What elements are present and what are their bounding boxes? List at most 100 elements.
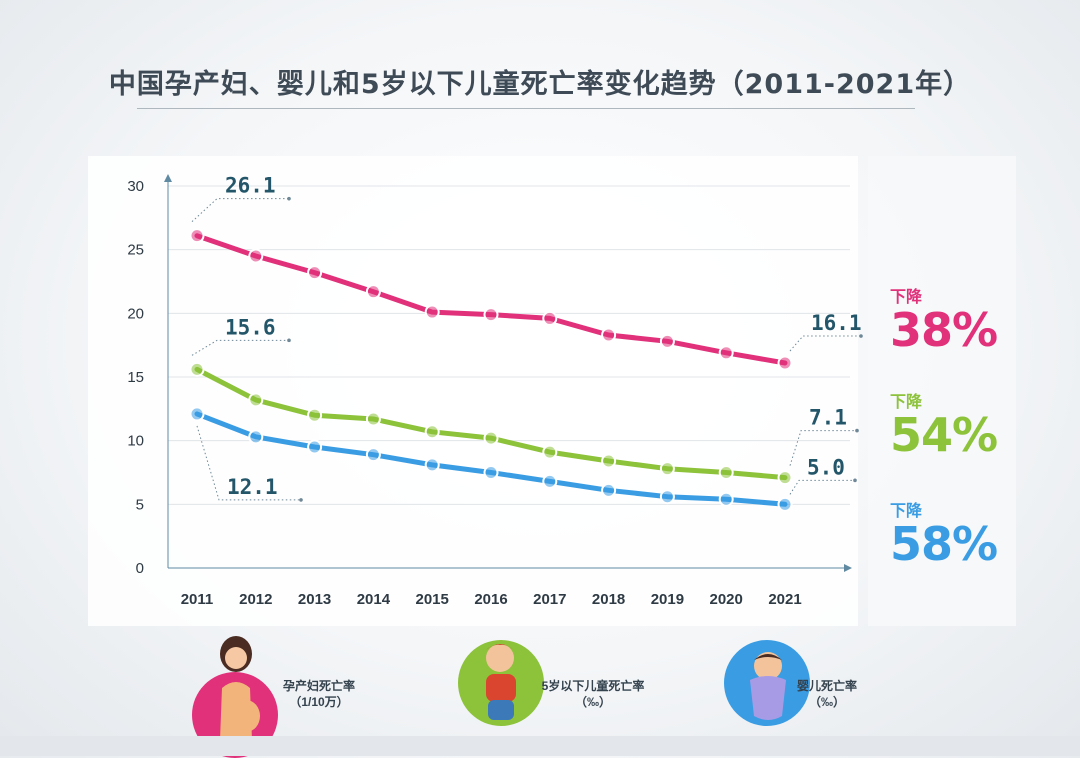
- legend-text: 婴儿死亡率 （‰）: [784, 678, 870, 710]
- legend-label: 5岁以下儿童死亡率: [541, 679, 645, 693]
- x-tick-label: 2014: [357, 591, 391, 608]
- label-leader: [789, 479, 855, 495]
- label-leader: [789, 335, 861, 352]
- legend-text: 孕产妇死亡率 （1/10万）: [266, 678, 372, 710]
- data-point: [307, 407, 323, 423]
- data-label: 5.0: [807, 455, 845, 479]
- x-tick-label: 2013: [298, 591, 331, 608]
- decline-label: 下降: [890, 287, 923, 306]
- label-leader-end: [859, 334, 863, 338]
- x-tick-label: 2021: [768, 591, 801, 608]
- data-point: [365, 411, 381, 427]
- data-point: [659, 333, 675, 349]
- decline-under5: 下降 54%: [890, 388, 998, 462]
- pregnant-woman-icon: [220, 636, 260, 744]
- legend-unit: （‰）: [574, 695, 611, 709]
- label-leader: [789, 430, 857, 466]
- data-point: [601, 327, 617, 343]
- data-point: [365, 284, 381, 300]
- decline-label: 下降: [890, 501, 923, 520]
- series-under5: [189, 361, 793, 486]
- data-label: 16.1: [811, 311, 862, 335]
- series-line: [194, 366, 788, 481]
- y-tick-label: 10: [127, 433, 144, 450]
- x-axis-arrow: [844, 564, 852, 572]
- label-leader: [191, 198, 289, 223]
- data-label: 15.6: [225, 315, 276, 339]
- data-point: [424, 457, 440, 473]
- data-label: 26.1: [225, 174, 276, 198]
- data-point: [777, 496, 793, 512]
- y-tick-label: 0: [136, 560, 144, 577]
- data-point: [483, 430, 499, 446]
- series-maternal: [189, 228, 793, 371]
- x-tick-label: 2015: [416, 591, 449, 608]
- data-point: [189, 228, 205, 244]
- data-point: [307, 265, 323, 281]
- data-point: [189, 361, 205, 377]
- data-point: [777, 355, 793, 371]
- x-tick-label: 2016: [474, 591, 507, 608]
- legend-label: 婴儿死亡率: [796, 679, 857, 693]
- series-line: [194, 411, 788, 507]
- legend-label: 孕产妇死亡率: [282, 679, 355, 693]
- legend-unit: （‰）: [808, 695, 845, 709]
- legend-under5: 5岁以下儿童死亡率 （‰）: [458, 632, 654, 728]
- x-tick-label: 2019: [651, 591, 684, 608]
- child-icon: [486, 644, 516, 720]
- y-axis-arrow: [164, 174, 172, 182]
- data-point: [542, 310, 558, 326]
- data-point: [601, 482, 617, 498]
- x-tick-label: 2018: [592, 591, 625, 608]
- data-point: [248, 429, 264, 445]
- label-leader-end: [287, 338, 291, 343]
- decline-maternal: 下降 38%: [890, 283, 998, 357]
- data-point: [718, 345, 734, 361]
- y-tick-label: 5: [136, 496, 144, 513]
- data-point: [718, 491, 734, 507]
- data-point: [424, 424, 440, 440]
- y-tick-label: 20: [127, 305, 144, 322]
- label-leader-end: [299, 498, 303, 502]
- data-point: [365, 447, 381, 463]
- label-leader: [191, 339, 289, 356]
- data-point: [424, 304, 440, 320]
- decline-percent: 58%: [890, 517, 998, 571]
- y-tick-label: 25: [127, 242, 144, 259]
- label-leader: [196, 425, 301, 501]
- data-point: [248, 392, 264, 408]
- data-point: [542, 444, 558, 460]
- chart-title: 中国孕产妇、婴儿和5岁以下儿童死亡率变化趋势（2011-2021年）: [108, 69, 972, 100]
- data-point: [777, 470, 793, 486]
- legend-maternal: 孕产妇死亡率 （1/10万）: [192, 632, 372, 758]
- data-point: [483, 465, 499, 480]
- label-leader-end: [855, 428, 859, 433]
- label-leader-end: [853, 478, 857, 483]
- x-tick-label: 2011: [181, 591, 214, 608]
- legend-text: 5岁以下儿童死亡率 （‰）: [532, 678, 654, 710]
- series-infant: [189, 406, 793, 512]
- data-point: [483, 307, 499, 323]
- data-point: [248, 248, 264, 264]
- data-point: [718, 465, 734, 480]
- x-tick-label: 2012: [239, 591, 272, 608]
- decline-panel: [868, 156, 1016, 626]
- series-line: [194, 233, 788, 366]
- bottom-bar: [0, 736, 1080, 756]
- data-label: 7.1: [809, 406, 847, 430]
- data-label: 12.1: [227, 475, 278, 499]
- data-point: [542, 473, 558, 489]
- decline-percent: 38%: [890, 303, 998, 357]
- data-point: [189, 406, 205, 422]
- y-tick-label: 15: [127, 369, 144, 386]
- title-divider: [137, 108, 915, 109]
- legend-unit: （1/10万）: [289, 695, 349, 709]
- decline-percent: 54%: [890, 408, 998, 462]
- decline-label: 下降: [890, 392, 923, 411]
- y-tick-label: 30: [127, 178, 144, 195]
- chart-panel: [88, 156, 858, 626]
- infant-icon: [750, 652, 786, 720]
- data-point: [307, 439, 323, 455]
- data-point: [601, 453, 617, 469]
